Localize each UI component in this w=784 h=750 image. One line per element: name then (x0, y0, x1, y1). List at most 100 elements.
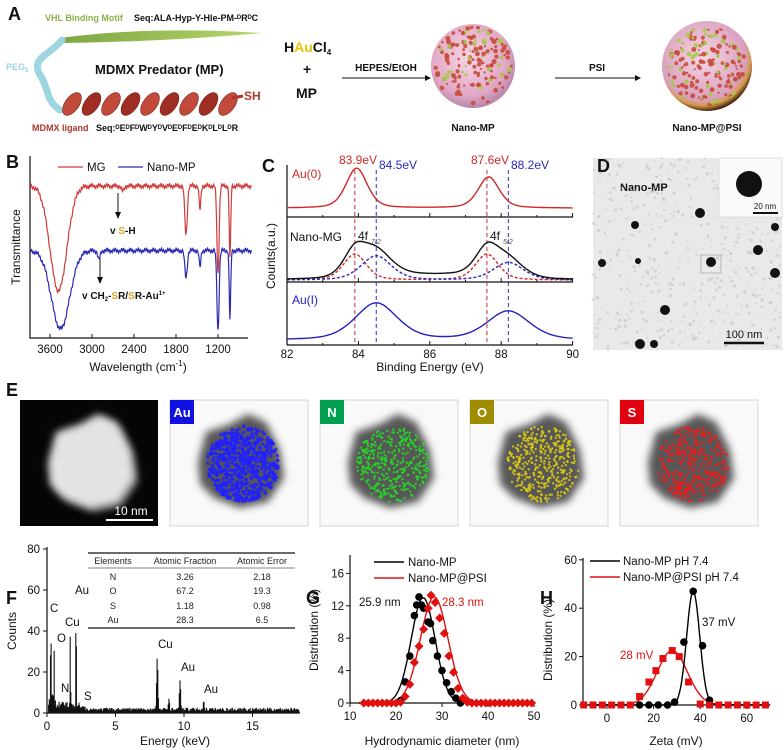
eds-signal-dot (226, 440, 230, 444)
eds-signal-dot (374, 490, 378, 493)
eds-signal-dot (209, 447, 213, 451)
eds-signal-dot (356, 456, 360, 460)
eds-signal-dot (249, 446, 253, 451)
tem-noise (715, 256, 720, 260)
eds-signal-dot (666, 457, 669, 461)
data-point (626, 701, 634, 709)
eds-signal-dot (269, 486, 273, 490)
tem-noise (699, 319, 702, 322)
eds-signal-dot (558, 436, 561, 439)
eds-signal-dot (385, 459, 388, 463)
peg-linker-graphic (34, 36, 66, 114)
eds-signal-dot (697, 469, 700, 472)
tem-noise (593, 327, 596, 329)
tem-noise (654, 175, 658, 178)
eds-signal-dot (402, 428, 406, 431)
peptide-blob (713, 32, 718, 38)
tem-noise (599, 171, 602, 175)
data-point (724, 701, 732, 709)
data-point (419, 604, 428, 613)
tem-noise (672, 191, 676, 195)
peptide-blob (677, 54, 680, 57)
tem-noise (622, 341, 625, 345)
tem-noise (682, 281, 685, 283)
tem-noise (657, 289, 661, 293)
tem-noise (637, 301, 640, 304)
tem-noise (602, 164, 605, 167)
eds-signal-dot (417, 475, 420, 478)
eds-signal-dot (390, 482, 394, 486)
eds-signal-dot (392, 494, 396, 498)
tem-noise (747, 237, 750, 240)
eds-signal-dot (370, 465, 374, 468)
eds-signal-dot (243, 461, 247, 465)
eds-signal-dot (257, 445, 262, 449)
tem-noise (707, 278, 712, 282)
tem-noise (747, 270, 750, 274)
data-point (415, 593, 423, 601)
peptide-blob (490, 47, 494, 51)
tem-noise (688, 323, 691, 326)
tem-noise (645, 270, 649, 274)
tem-noise (758, 294, 761, 297)
eds-signal-dot (206, 461, 210, 465)
peptide-blob (693, 42, 699, 48)
eds-signal-dot (426, 466, 429, 470)
peptide-blob (728, 84, 733, 89)
mdmx-ligand-helix-graphic (62, 92, 244, 116)
eds-signal-dot (364, 467, 368, 471)
tem-noise (706, 236, 710, 239)
eds-signal-dot (240, 453, 244, 458)
eds-signal-dot (516, 472, 519, 476)
eds-signal-dot (269, 454, 273, 458)
eds-signal-dot (375, 431, 379, 434)
eds-signal-dot (710, 458, 714, 461)
eds-signal-dot (511, 445, 515, 448)
eds-signal-dot (403, 431, 407, 435)
peptide-blob (702, 27, 707, 33)
eds-signal-dot (376, 471, 379, 474)
eds-signal-dot (706, 478, 709, 481)
c-x-tick-label: 84 (352, 349, 365, 361)
eds-signal-dot (539, 496, 542, 500)
eds-signal-dot (418, 464, 421, 467)
eds-signal-dot (541, 447, 545, 451)
tem-noise (671, 173, 673, 175)
tem-noise (727, 249, 729, 252)
eds-signal-dot (683, 481, 686, 485)
eds-signal-dot (702, 441, 706, 444)
eds-signal-dot (545, 442, 548, 445)
eds-signal-dot (562, 478, 565, 481)
table-cell: 3.26 (176, 572, 194, 582)
peptide-blob (494, 76, 497, 80)
eds-signal-dot (522, 433, 526, 436)
eds-signal-dot (262, 489, 267, 493)
y-tick-label: 8 (338, 633, 344, 645)
tem-noise (776, 335, 781, 340)
tem-noise (650, 267, 654, 270)
eds-signal-dot (424, 462, 428, 466)
eds-signal-dot (539, 471, 543, 474)
eds-signal-dot (560, 490, 563, 494)
peptide-blob (734, 64, 737, 68)
eds-signal-dot (661, 462, 665, 465)
eds-signal-dot (372, 433, 375, 437)
eds-signal-dot (228, 468, 232, 473)
eds-signal-dot (376, 455, 379, 458)
tem-noise (778, 311, 780, 314)
eds-signal-dot (377, 482, 381, 486)
eds-signal-dot (236, 497, 240, 501)
data-point (423, 603, 433, 613)
eds-signal-dot (566, 459, 569, 463)
eds-signal-dot (246, 447, 250, 451)
data-point (400, 692, 410, 702)
tem-noise (738, 233, 741, 236)
eds-signal-dot (244, 477, 248, 481)
peptide-blob (707, 71, 711, 75)
eds-signal-dot (526, 437, 529, 441)
eds-signal-dot (710, 437, 713, 441)
eds-signal-dot (696, 434, 699, 437)
data-point (406, 652, 414, 660)
eds-signal-dot (398, 484, 401, 488)
eds-signal-dot (378, 434, 381, 438)
